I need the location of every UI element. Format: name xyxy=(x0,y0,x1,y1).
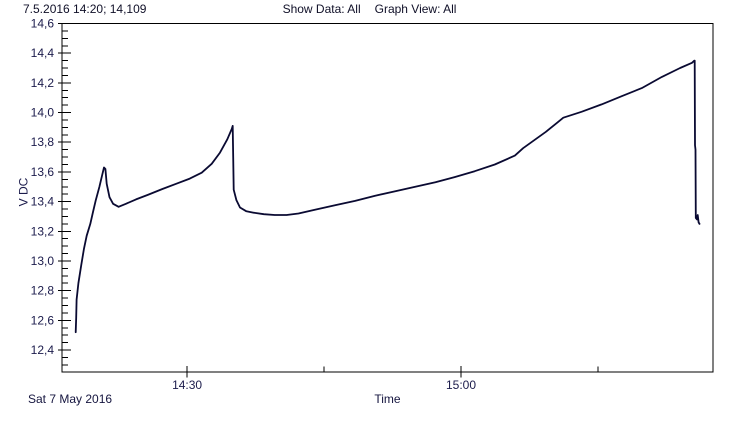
date-label: Sat 7 May 2016 xyxy=(28,392,113,406)
cursor-readout: 7.5.2016 14:20; 14,109 xyxy=(23,2,147,16)
x-tick-label: 14:30 xyxy=(172,378,202,392)
voltage-trace xyxy=(74,59,701,334)
y-tick-label: 13,8 xyxy=(31,135,55,149)
y-tick-label: 12,4 xyxy=(31,343,55,357)
y-tick-label: 14,6 xyxy=(31,17,55,31)
y-tick-label: 13,2 xyxy=(31,224,55,238)
y-tick-label: 14,4 xyxy=(31,46,55,60)
y-tick-label: 13,6 xyxy=(31,165,55,179)
view-status-bar: Show Data: All Graph View: All xyxy=(0,3,739,16)
y-tick-label: 14,0 xyxy=(31,106,55,120)
y-tick-label: 14,2 xyxy=(31,76,55,90)
y-tick-label: 13,4 xyxy=(31,195,55,209)
y-tick-label: 12,6 xyxy=(31,313,55,327)
y-tick-label: 12,8 xyxy=(31,284,55,298)
x-axis-label: Time xyxy=(374,392,401,406)
show-data-label: Show Data: All xyxy=(282,2,361,16)
plot-area[interactable] xyxy=(62,24,713,373)
plot-frame xyxy=(61,23,714,373)
y-axis-label: V DC xyxy=(16,177,31,207)
y-tick-label: 13,0 xyxy=(31,254,55,268)
x-tick-label: 15:00 xyxy=(446,378,476,392)
graph-view-label: Graph View: All xyxy=(374,2,457,16)
